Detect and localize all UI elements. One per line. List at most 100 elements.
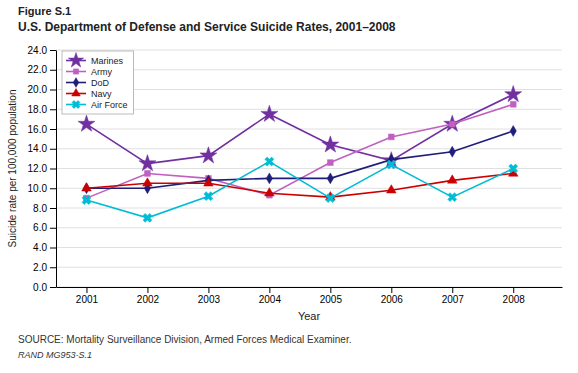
y-tick-label: 24.0: [28, 45, 48, 56]
y-tick-mark: [50, 267, 56, 268]
y-tick-label: 12.0: [28, 163, 48, 174]
x-axis-line: [57, 287, 563, 288]
x-tick-label: 2005: [320, 294, 343, 305]
x-tick-label: 2003: [198, 294, 221, 305]
y-tick-mark: [50, 169, 56, 170]
grid-line: [56, 208, 562, 209]
x-tick: 2006: [381, 287, 404, 305]
x-tick: 2008: [503, 287, 526, 305]
legend-item: Navy: [66, 89, 112, 99]
legend-item: Marines: [66, 52, 124, 66]
series-line: [86, 94, 513, 163]
y-tick-mark: [50, 70, 56, 71]
legend-symbol: [68, 52, 83, 66]
marker: [265, 188, 275, 196]
y-tick-mark: [50, 188, 56, 189]
marker: [261, 105, 278, 121]
source-note: SOURCE: Mortality Surveillance Division,…: [18, 334, 351, 345]
grid-line: [56, 50, 562, 51]
x-tick: 2004: [259, 287, 282, 305]
marker: [145, 171, 151, 177]
x-tick-label: 2004: [259, 294, 282, 305]
y-tick-mark: [50, 228, 56, 229]
y-tick-mark: [50, 248, 56, 249]
x-tick: 2001: [76, 287, 99, 305]
marker: [200, 147, 217, 163]
marker: [141, 211, 154, 224]
x-tick-mark: [208, 287, 209, 293]
marker: [139, 155, 156, 171]
marker: [263, 155, 276, 168]
y-axis-line: [56, 51, 57, 288]
y-tick-label: 2.0: [33, 262, 47, 273]
marker: [322, 136, 339, 152]
marker: [444, 115, 461, 131]
y-tick-mark: [50, 287, 56, 288]
grid-line: [56, 247, 562, 248]
legend-label: Navy: [91, 89, 112, 99]
marker: [388, 134, 394, 140]
y-axis-title: Suicide rate per 100,000 population: [7, 90, 18, 248]
y-tick: 12.0: [28, 163, 56, 174]
legend-label: Air Force: [91, 100, 128, 110]
plot-area: [78, 85, 522, 224]
series-line: [86, 162, 513, 218]
grid-line: [56, 227, 562, 228]
y-tick: 8.0: [33, 203, 56, 214]
legend: MarinesArmyDoDNavyAir Force: [62, 51, 134, 114]
marker: [447, 175, 457, 183]
legend-symbol: [72, 89, 81, 96]
grid: [56, 50, 562, 287]
marker: [449, 146, 455, 157]
y-tick: 18.0: [28, 104, 56, 115]
x-tick-label: 2001: [76, 294, 99, 305]
legend-symbol: [70, 98, 82, 110]
legend-item: Army: [66, 67, 112, 77]
marker: [143, 178, 153, 186]
marker: [82, 183, 92, 191]
chart: Figure S.1U.S. Department of Defense and…: [0, 0, 578, 373]
series: [78, 85, 522, 170]
y-tick: 4.0: [33, 242, 56, 253]
x-tick-mark: [513, 287, 514, 293]
marker: [505, 85, 522, 101]
x-tick-mark: [330, 287, 331, 293]
y-tick-label: 18.0: [28, 104, 48, 115]
y-tick: 22.0: [28, 64, 56, 75]
x-tick-mark: [147, 287, 148, 293]
marker: [385, 158, 398, 171]
y-tick: 14.0: [28, 143, 56, 154]
x-tick-label: 2002: [137, 294, 160, 305]
x-tick-mark: [86, 287, 87, 293]
y-tick: 10.0: [28, 183, 56, 194]
series-line: [86, 104, 513, 198]
marker: [327, 173, 333, 184]
series: [83, 126, 516, 194]
grid-line: [56, 267, 562, 268]
series: [84, 101, 517, 201]
marker: [266, 173, 272, 184]
marker: [510, 126, 516, 137]
marker: [204, 178, 214, 186]
legend-label: Army: [91, 67, 112, 77]
y-tick-mark: [50, 208, 56, 209]
y-tick-mark: [50, 50, 56, 51]
y-tick: 0.0: [33, 282, 56, 293]
marker: [507, 162, 520, 175]
y-axis: 0.02.04.06.08.010.012.014.016.018.020.02…: [28, 45, 57, 293]
y-tick: 2.0: [33, 262, 56, 273]
x-tick-label: 2006: [381, 294, 404, 305]
legend-item: DoD: [66, 78, 110, 88]
y-tick-label: 14.0: [28, 143, 48, 154]
x-axis: 20012002200320042005200620072008: [57, 287, 563, 305]
y-tick-label: 22.0: [28, 64, 48, 75]
marker: [446, 190, 459, 203]
y-tick: 20.0: [28, 84, 56, 95]
y-tick-mark: [50, 149, 56, 150]
marker: [80, 193, 93, 206]
marker: [324, 191, 337, 204]
y-tick-label: 8.0: [33, 203, 47, 214]
grid-line: [56, 168, 562, 169]
y-tick: 6.0: [33, 222, 56, 233]
x-tick-label: 2008: [503, 294, 526, 305]
